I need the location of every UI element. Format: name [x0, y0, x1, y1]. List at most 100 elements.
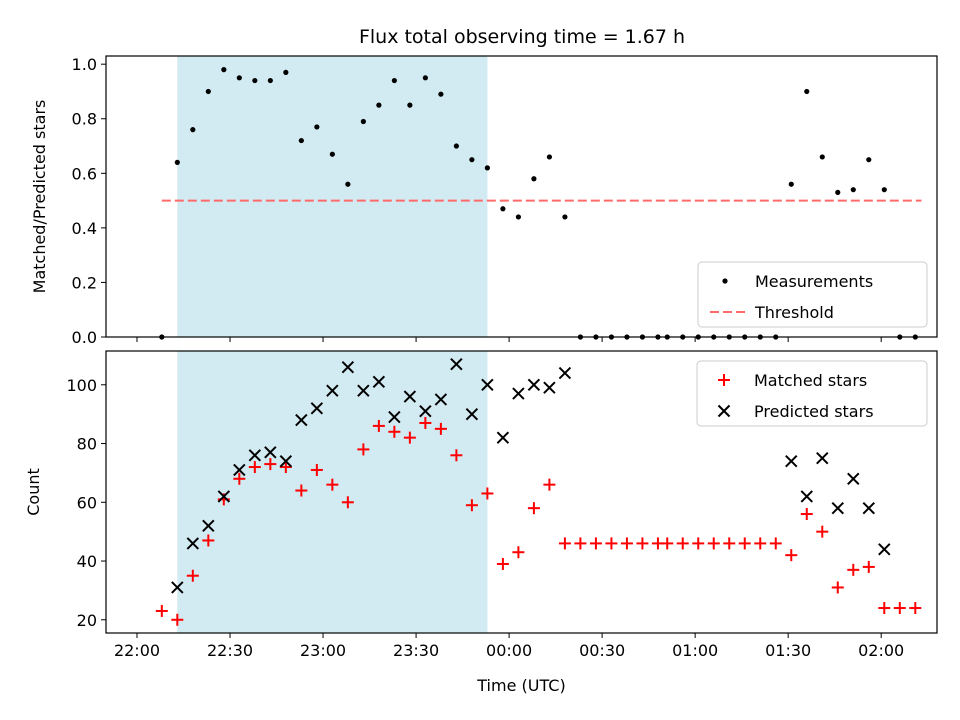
panel-2-series-2-point-22: [496, 431, 510, 444]
panel-2-series-2-point-3: [202, 519, 215, 532]
panel-1-series-1-point-16: [391, 77, 397, 84]
panel-1-series-1: [159, 67, 918, 340]
panel-1-ylabel: Matched/Predicted stars: [30, 100, 49, 294]
panel-2-series-2-point-9: [295, 413, 308, 427]
panel-2-series-1-point-4: [202, 534, 215, 547]
panel-2-series-1-point-45: [831, 581, 844, 594]
panel-2-series-2-point-11-b: [326, 384, 339, 397]
panel-1-series-1-point-21: [469, 157, 475, 163]
panel-2-series-2-point-6-b: [248, 449, 262, 462]
panel-2-series-2-point-13: [357, 384, 370, 397]
panel-2-series-1-point-11: [310, 463, 323, 476]
panel-2-legend-marker-2: [717, 404, 731, 418]
panel-2-ytick-label-4: 80: [77, 435, 97, 454]
panel-2-series-1-point-36: [692, 537, 705, 550]
panel-2-series-1-point-2: [171, 613, 184, 626]
panel-2-series-1-point-6: [233, 472, 246, 485]
panel-2-series-1-point-16: [388, 425, 401, 438]
panel-1-ytick-label-6: 1.0: [72, 55, 97, 74]
panel-2-series-2-point-19: [450, 358, 463, 371]
panel-2-ytick-label-1: 20: [77, 611, 97, 630]
xtick-label-5: 00:00: [486, 641, 532, 660]
panel-2-series-1-point-46: [847, 563, 860, 576]
panel-2-ytick-label-5: 100: [66, 376, 97, 395]
panel-2-series-1-point-37: [707, 537, 720, 550]
panel-2-series-2-point-23-b: [512, 387, 525, 400]
panel-1-series-1-point-10: [298, 137, 304, 144]
xtick-label-4: 23:30: [393, 641, 439, 660]
panel-2-series-1-point-42: [785, 549, 798, 562]
panel-2-series-2-point-1: [171, 581, 184, 594]
panel-2-series-2-point-23: [512, 387, 525, 400]
panel-1-series-1-point-12: [329, 151, 335, 157]
panel-2-series-1-point-43: [800, 508, 813, 521]
panel-2-series-2-point-10: [310, 402, 324, 415]
panel-2-series-1-point-19: [434, 422, 447, 435]
xtick-label-2: 22:30: [207, 641, 253, 660]
panel-2-series-2-point-29-b: [816, 452, 829, 465]
chart-title: Flux total observing time = 1.67 h: [359, 26, 685, 48]
panel-1-ytick-label-3: 0.4: [72, 219, 97, 238]
panel-2-series-2-point-11: [326, 384, 339, 397]
panel-2-series-2-point-26-b: [558, 366, 572, 380]
panel-1-series-1-point-23: [500, 206, 506, 212]
panel-2-series-2-point-20: [465, 407, 479, 421]
panel-2-legend-label-2: Predicted stars: [754, 402, 874, 421]
panel-1-series-1-point-44: [819, 154, 825, 160]
panel-2-series-1-point-30: [605, 537, 618, 550]
panel-1-series-1-point-45: [835, 189, 841, 196]
panel-2-series-2-point-14-b: [372, 375, 386, 389]
panel-2-series-2-point-27: [785, 454, 798, 468]
panel-2-series-1-point-7: [248, 461, 261, 474]
panel-2-series-2-point-20-b: [465, 407, 479, 421]
panel-2-series-2-point-7: [264, 446, 277, 459]
panel-2-series-1-point-50: [909, 602, 922, 615]
panel-2-series-1-point-34: [661, 537, 674, 550]
panel-2-series-2-point-19-b: [450, 358, 463, 371]
panel-2-series-2-point-24-b: [527, 378, 541, 391]
panel-2-series-2-point-25-b: [543, 381, 556, 394]
panel-2-series-1-point-1: [155, 604, 168, 617]
panel-2-legend-box: [696, 360, 928, 427]
panel-1-series-1-point-3: [190, 127, 196, 133]
panel-1-series-1-point-9: [283, 69, 289, 75]
panel-1-series-1-point-14: [360, 118, 366, 125]
panel-1-series-1-point-18: [422, 75, 428, 81]
panel-2-series-2-point-8: [279, 454, 293, 468]
panel-1-highlight-span: [177, 56, 488, 337]
panel-2-series-2-point-13-b: [357, 384, 370, 397]
panel-2-ylabel: Count: [24, 468, 43, 516]
panel-2-series-1-point-14: [357, 443, 370, 456]
panel-2-series-2-point-26: [558, 366, 572, 380]
panel-2-series-2-point-17-b: [419, 405, 432, 418]
xtick-label-3: 23:00: [300, 641, 346, 660]
panel-2-series-1-point-49: [893, 602, 906, 615]
panel-1-legend-label-2: Threshold: [754, 303, 834, 322]
panel-1-ytick-label-5: 0.8: [72, 110, 97, 129]
panel-1-series-1-point-11: [314, 124, 320, 130]
panel-2-series-1-point-38: [723, 537, 736, 550]
panel-1-series-1-point-2: [174, 159, 180, 165]
panel-2-series-2-point-25: [543, 381, 556, 394]
panel-1-series-1-point-24: [515, 214, 521, 220]
panel-2-series-2-point-27-b: [785, 454, 798, 468]
panel-1-series-1-point-5: [221, 67, 227, 73]
panel-2-series-2-point-6: [248, 449, 262, 462]
xtick-label-6: 00:30: [579, 641, 625, 660]
panel-2-series-1-point-35: [676, 537, 689, 550]
panel-2-series-1-point-26: [543, 478, 556, 491]
xtick-label-8: 01:30: [765, 641, 811, 660]
panel-2-legend-marker-1: [718, 374, 730, 386]
panel-2-series-2-point-3-b: [202, 519, 215, 532]
panel-1-ytick-label-4: 0.6: [72, 164, 97, 183]
panel-1-series-1-point-6: [236, 75, 242, 81]
panel-2-series-1-point-22: [481, 487, 494, 500]
panel-1-series-1-point-27: [562, 214, 568, 220]
panel-1-series-1-point-46: [850, 187, 856, 193]
panel-2-series-1-point-29: [589, 537, 602, 550]
panel-1-series-1-point-43: [804, 88, 810, 95]
panel-1-series-1-point-22: [484, 165, 490, 171]
panel-2-series-2-point-5-b: [233, 463, 246, 477]
panel-2-series-2-point-9-b: [295, 413, 308, 427]
